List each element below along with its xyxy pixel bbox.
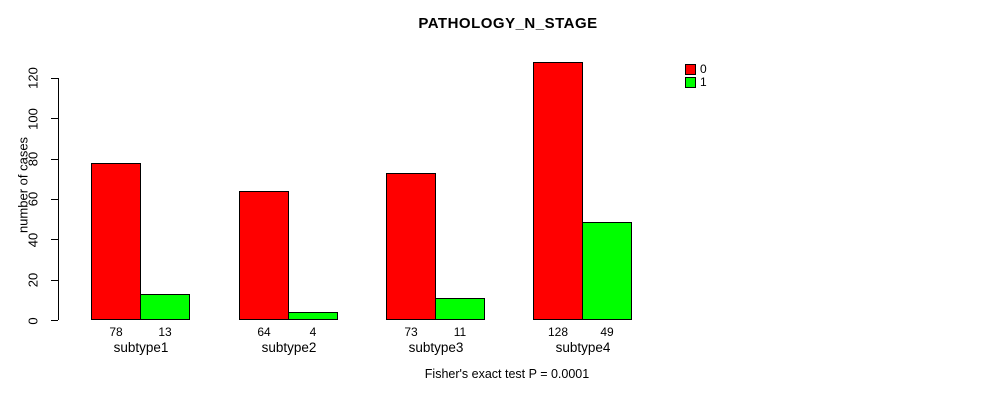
y-tick-label: 40	[25, 232, 41, 248]
stat-test-caption: Fisher's exact test P = 0.0001	[424, 367, 590, 381]
bar-count-label: 11	[453, 325, 467, 339]
y-tick-mark	[50, 279, 58, 281]
bar-count-label: 78	[109, 325, 123, 339]
bar-subtype3-group1	[435, 298, 485, 321]
legend-label-0: 0	[700, 62, 707, 76]
y-tick-mark	[50, 158, 58, 160]
y-tick-mark	[50, 118, 58, 120]
category-label-subtype2: subtype2	[261, 340, 317, 355]
y-tick-mark	[50, 239, 58, 241]
chart-title: PATHOLOGY_N_STAGE	[418, 15, 598, 32]
y-tick-mark	[50, 77, 58, 79]
y-tick-label: 0	[25, 316, 41, 325]
category-label-subtype1: subtype1	[113, 340, 169, 355]
bar-subtype4-group0	[533, 62, 583, 321]
bar-subtype2-group1	[288, 312, 338, 321]
bar-subtype2-group0	[239, 191, 289, 321]
y-tick-mark	[50, 320, 58, 321]
bar-count-label: 64	[257, 325, 271, 339]
y-tick-label: 100	[25, 107, 41, 130]
y-tick-label: 80	[25, 151, 41, 167]
y-axis-line	[57, 78, 59, 321]
y-tick-label: 60	[25, 192, 41, 207]
bar-count-label: 49	[600, 325, 614, 339]
bar-count-label: 4	[309, 325, 317, 339]
bar-count-label: 13	[158, 325, 172, 339]
bar-count-label: 73	[404, 325, 418, 339]
legend-swatch-1	[685, 76, 696, 88]
bar-subtype4-group1	[582, 221, 632, 321]
category-label-subtype3: subtype3	[408, 340, 464, 355]
bar-subtype1-group0	[91, 163, 141, 321]
y-tick-label: 20	[25, 272, 41, 288]
legend-swatch-0	[685, 64, 696, 75]
bar-count-label: 128	[547, 325, 569, 339]
bar-subtype3-group0	[386, 173, 436, 321]
bar-subtype1-group1	[140, 294, 190, 321]
y-tick-label: 120	[25, 67, 41, 90]
category-label-subtype4: subtype4	[555, 340, 611, 355]
y-tick-mark	[50, 198, 58, 200]
legend-label-1: 1	[700, 74, 707, 89]
